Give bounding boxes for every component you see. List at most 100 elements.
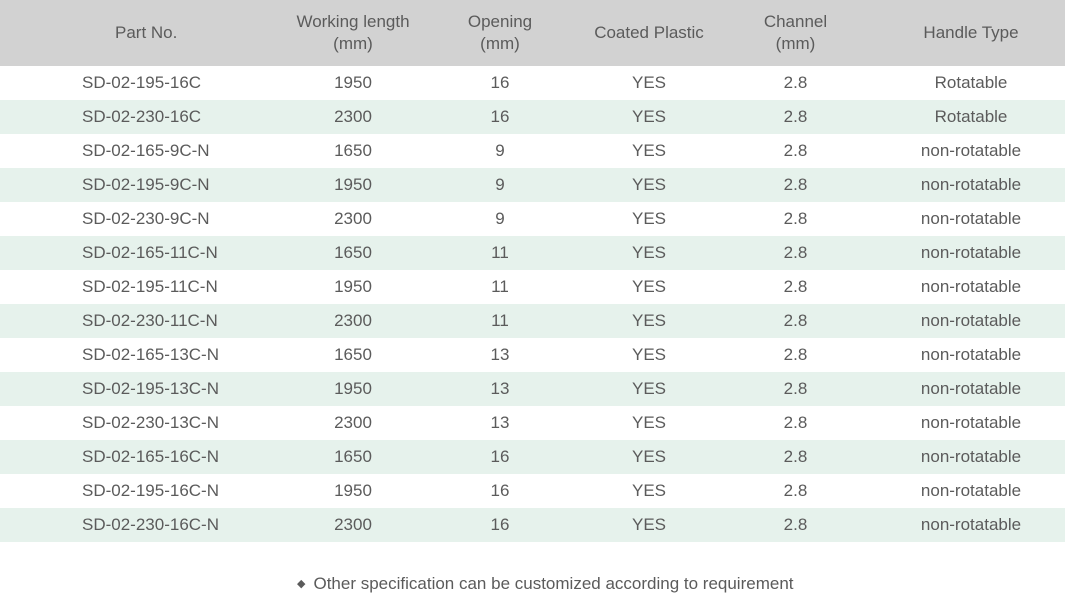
cell-handle-type: non-rotatable <box>920 413 1022 432</box>
table-row: SD-02-230-13C-N 2300 13 YES 2.8 non-rotatable <box>0 406 1065 440</box>
header-handle-type-label: Handle Type <box>923 23 1019 42</box>
cell-coated-plastic: YES <box>631 515 667 534</box>
header-handle-type: Handle Type <box>877 0 1065 66</box>
header-part-no: Part No. <box>0 0 290 66</box>
header-opening-unit: (mm) <box>480 34 520 53</box>
cell-handle-type: non-rotatable <box>920 515 1022 534</box>
cell-coated-plastic: YES <box>631 481 667 500</box>
cell-working-length: 2300 <box>334 209 372 228</box>
spec-table: Part No. Working length (mm) Opening (mm… <box>0 0 1065 542</box>
cell-channel: 2.8 <box>783 73 808 92</box>
header-channel-label: Channel <box>763 12 828 31</box>
cell-coated-plastic: YES <box>631 243 667 262</box>
cell-coated-plastic: YES <box>631 311 667 330</box>
header-part-no-label: Part No. <box>115 23 178 42</box>
cell-working-length: 1650 <box>334 243 372 262</box>
cell-working-length: 2300 <box>334 107 372 126</box>
cell-working-length: 2300 <box>334 413 372 432</box>
diamond-bullet-icon: ◆ <box>297 578 306 590</box>
cell-part-no: SD-02-230-11C-N <box>82 311 218 330</box>
cell-opening: 13 <box>490 379 510 398</box>
cell-coated-plastic: YES <box>631 107 667 126</box>
header-working-length-unit: (mm) <box>333 34 373 53</box>
cell-opening: 16 <box>490 447 510 466</box>
cell-opening: 16 <box>490 107 510 126</box>
cell-channel: 2.8 <box>783 379 808 398</box>
header-row: Part No. Working length (mm) Opening (mm… <box>0 0 1065 66</box>
cell-part-no: SD-02-230-16C <box>82 107 202 126</box>
cell-opening: 11 <box>491 311 509 330</box>
cell-handle-type: non-rotatable <box>920 277 1022 296</box>
table-row: SD-02-165-16C-N 1650 16 YES 2.8 non-rotatable <box>0 440 1065 474</box>
cell-channel: 2.8 <box>783 515 808 534</box>
cell-channel: 2.8 <box>783 141 808 160</box>
cell-handle-type: non-rotatable <box>920 379 1022 398</box>
cell-coated-plastic: YES <box>631 413 667 432</box>
cell-opening: 9 <box>495 175 505 194</box>
customization-note-text: Other specification can be customized ac… <box>313 574 794 593</box>
cell-part-no: SD-02-165-11C-N <box>82 243 218 262</box>
table-row: SD-02-195-13C-N 1950 13 YES 2.8 non-rotatable <box>0 372 1065 406</box>
table-row: SD-02-165-9C-N 1650 9 YES 2.8 non-rotatable <box>0 134 1065 168</box>
cell-handle-type: non-rotatable <box>920 345 1022 364</box>
cell-coated-plastic: YES <box>631 345 667 364</box>
cell-working-length: 1950 <box>334 73 372 92</box>
cell-part-no: SD-02-195-13C-N <box>82 379 219 398</box>
cell-handle-type: non-rotatable <box>920 481 1022 500</box>
cell-opening: 13 <box>490 345 510 364</box>
cell-channel: 2.8 <box>783 243 808 262</box>
cell-channel: 2.8 <box>783 311 808 330</box>
table-row: SD-02-230-16C 2300 16 YES 2.8 Rotatable <box>0 100 1065 134</box>
cell-opening: 11 <box>491 277 509 296</box>
cell-part-no: SD-02-165-13C-N <box>82 345 219 364</box>
table-row: SD-02-195-16C-N 1950 16 YES 2.8 non-rotatable <box>0 474 1065 508</box>
cell-channel: 2.8 <box>783 175 808 194</box>
cell-part-no: SD-02-165-16C-N <box>82 447 219 466</box>
cell-part-no: SD-02-195-9C-N <box>82 175 210 194</box>
cell-coated-plastic: YES <box>631 209 667 228</box>
table-header: Part No. Working length (mm) Opening (mm… <box>0 0 1065 66</box>
cell-opening: 16 <box>490 73 510 92</box>
cell-channel: 2.8 <box>783 345 808 364</box>
cell-coated-plastic: YES <box>631 379 667 398</box>
table-row: SD-02-165-11C-N 1650 11 YES 2.8 non-rotatable <box>0 236 1065 270</box>
cell-opening: 16 <box>490 515 510 534</box>
cell-handle-type: Rotatable <box>934 107 1008 126</box>
cell-opening: 16 <box>490 481 510 500</box>
table-row: SD-02-195-9C-N 1950 9 YES 2.8 non-rotatable <box>0 168 1065 202</box>
cell-working-length: 1950 <box>334 175 372 194</box>
cell-handle-type: non-rotatable <box>920 447 1022 466</box>
cell-part-no: SD-02-195-16C <box>82 73 202 92</box>
cell-opening: 9 <box>495 141 505 160</box>
cell-working-length: 1650 <box>334 345 372 364</box>
table-row: SD-02-195-16C 1950 16 YES 2.8 Rotatable <box>0 66 1065 100</box>
cell-channel: 2.8 <box>783 277 808 296</box>
cell-handle-type: non-rotatable <box>920 141 1022 160</box>
cell-coated-plastic: YES <box>631 73 667 92</box>
cell-coated-plastic: YES <box>631 175 667 194</box>
header-opening: Opening (mm) <box>416 0 584 66</box>
cell-part-no: SD-02-230-13C-N <box>82 413 219 432</box>
cell-part-no: SD-02-195-16C-N <box>82 481 219 500</box>
cell-part-no: SD-02-230-16C-N <box>82 515 219 534</box>
cell-working-length: 2300 <box>334 311 372 330</box>
cell-handle-type: non-rotatable <box>920 243 1022 262</box>
header-coated-plastic-label: Coated Plastic <box>594 23 704 42</box>
table-row: SD-02-230-16C-N 2300 16 YES 2.8 non-rotatable <box>0 508 1065 542</box>
header-opening-label: Opening <box>467 12 533 31</box>
customization-note: ◆ Other specification can be customized a… <box>297 574 794 594</box>
cell-channel: 2.8 <box>783 413 808 432</box>
cell-channel: 2.8 <box>783 481 808 500</box>
cell-working-length: 1950 <box>334 277 372 296</box>
cell-part-no: SD-02-230-9C-N <box>82 209 210 228</box>
cell-coated-plastic: YES <box>631 141 667 160</box>
cell-channel: 2.8 <box>783 447 808 466</box>
table-row: SD-02-195-11C-N 1950 11 YES 2.8 non-rotatable <box>0 270 1065 304</box>
cell-working-length: 1950 <box>334 379 372 398</box>
cell-part-no: SD-02-165-9C-N <box>82 141 210 160</box>
cell-opening: 9 <box>495 209 505 228</box>
cell-opening: 11 <box>491 243 509 262</box>
cell-channel: 2.8 <box>783 209 808 228</box>
header-working-length: Working length (mm) <box>290 0 416 66</box>
cell-handle-type: non-rotatable <box>920 311 1022 330</box>
